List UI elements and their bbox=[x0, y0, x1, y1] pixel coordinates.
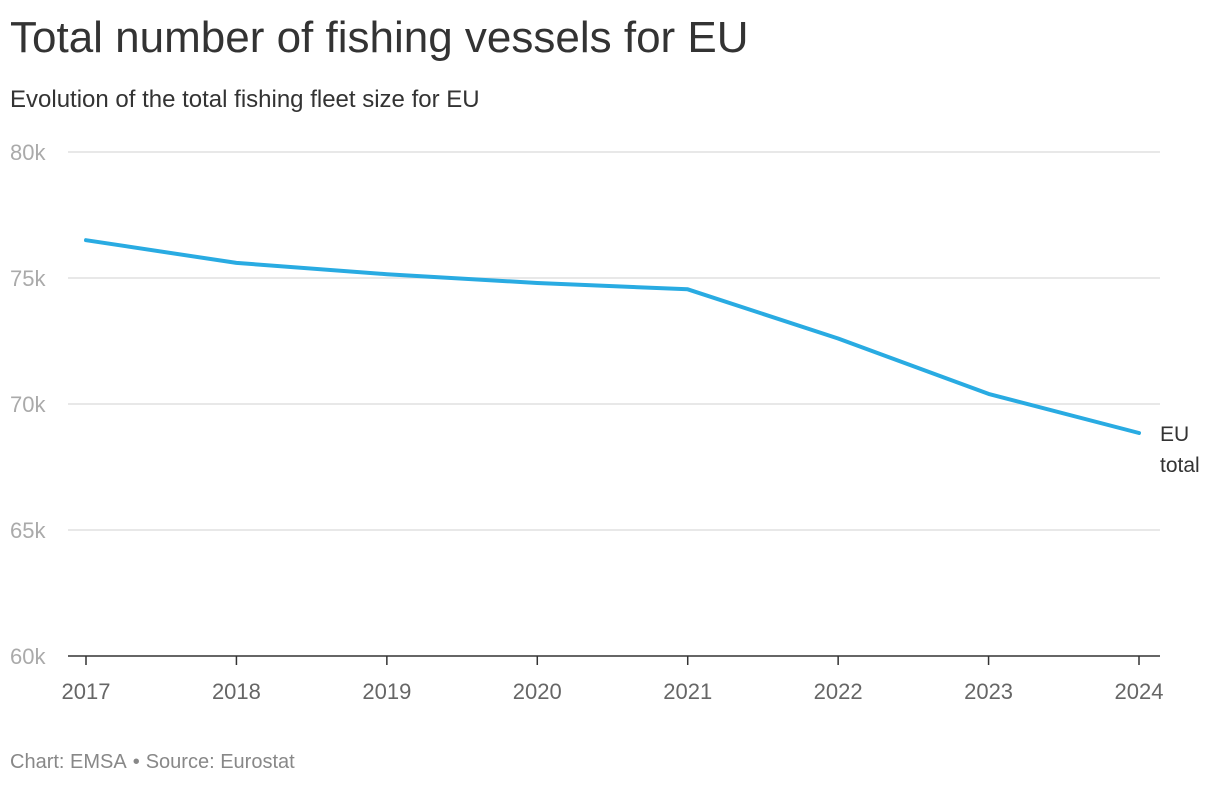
series-label-line: total bbox=[1160, 454, 1200, 477]
y-tick-label: 65k bbox=[10, 518, 46, 543]
y-axis-ticks: 60k 65k 70k 75k 80k bbox=[10, 140, 46, 669]
series-label-line: EU bbox=[1160, 423, 1189, 446]
x-tick-label: 2023 bbox=[964, 679, 1013, 704]
x-axis: 2017 2018 2019 2020 2021 2022 2023 2024 bbox=[62, 655, 1164, 704]
y-tick-label: 70k bbox=[10, 392, 46, 417]
series-lines bbox=[84, 238, 1141, 435]
x-tick-label: 2024 bbox=[1115, 679, 1164, 704]
y-tick-label: 60k bbox=[10, 644, 46, 669]
x-tick-label: 2020 bbox=[513, 679, 562, 704]
x-tick-label: 2018 bbox=[212, 679, 261, 704]
x-tick-label: 2019 bbox=[362, 679, 411, 704]
chart-source: Source: Eurostat bbox=[145, 751, 295, 773]
gridlines bbox=[68, 151, 1160, 531]
x-tick-label: 2021 bbox=[663, 679, 712, 704]
chart-footer: Chart: EMSA • Source: Eurostat bbox=[10, 748, 295, 776]
x-tick-label: 2017 bbox=[62, 679, 111, 704]
y-tick-label: 80k bbox=[10, 140, 46, 165]
footer-separator: • bbox=[132, 751, 140, 773]
series-labels: EU total bbox=[1160, 423, 1200, 477]
series-label-eu-total: EU total bbox=[1160, 423, 1200, 477]
chart-title: Total number of fishing vessels for EU bbox=[10, 13, 749, 62]
x-tick-label: 2022 bbox=[814, 679, 863, 704]
series-line-eu-total bbox=[84, 238, 1141, 435]
chart-subtitle: Evolution of the total fishing fleet siz… bbox=[10, 86, 480, 113]
chart-credit: Chart: EMSA bbox=[10, 751, 127, 773]
y-tick-label: 75k bbox=[10, 266, 46, 291]
